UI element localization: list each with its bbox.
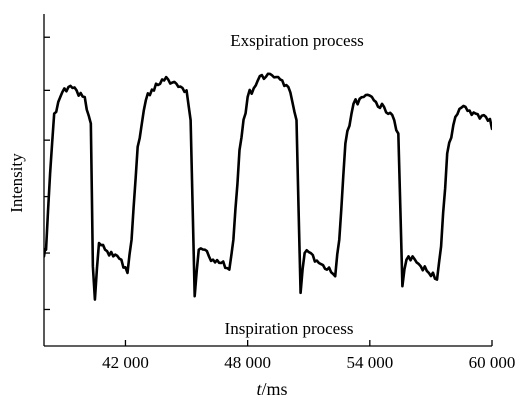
x-axis-label-unit: /ms bbox=[262, 379, 288, 399]
y-axis-label: Intensity bbox=[7, 153, 26, 213]
axes bbox=[43, 14, 492, 347]
x-axis-label-symbol: t bbox=[256, 379, 262, 399]
x-axis-label: t/ms bbox=[256, 379, 287, 399]
x-tick-label: 48 000 bbox=[224, 353, 271, 372]
x-tick-label: 54 000 bbox=[346, 353, 393, 372]
x-tick-label: 42 000 bbox=[102, 353, 149, 372]
annotation-bottom: Inspiration process bbox=[225, 319, 354, 338]
ticks: 42 000 48 000 54 000 60 000 bbox=[44, 36, 516, 372]
series-line bbox=[44, 72, 492, 301]
series bbox=[44, 72, 492, 301]
x-tick-label: 60 000 bbox=[469, 353, 516, 372]
annotation-top: Exspiration process bbox=[230, 31, 364, 50]
